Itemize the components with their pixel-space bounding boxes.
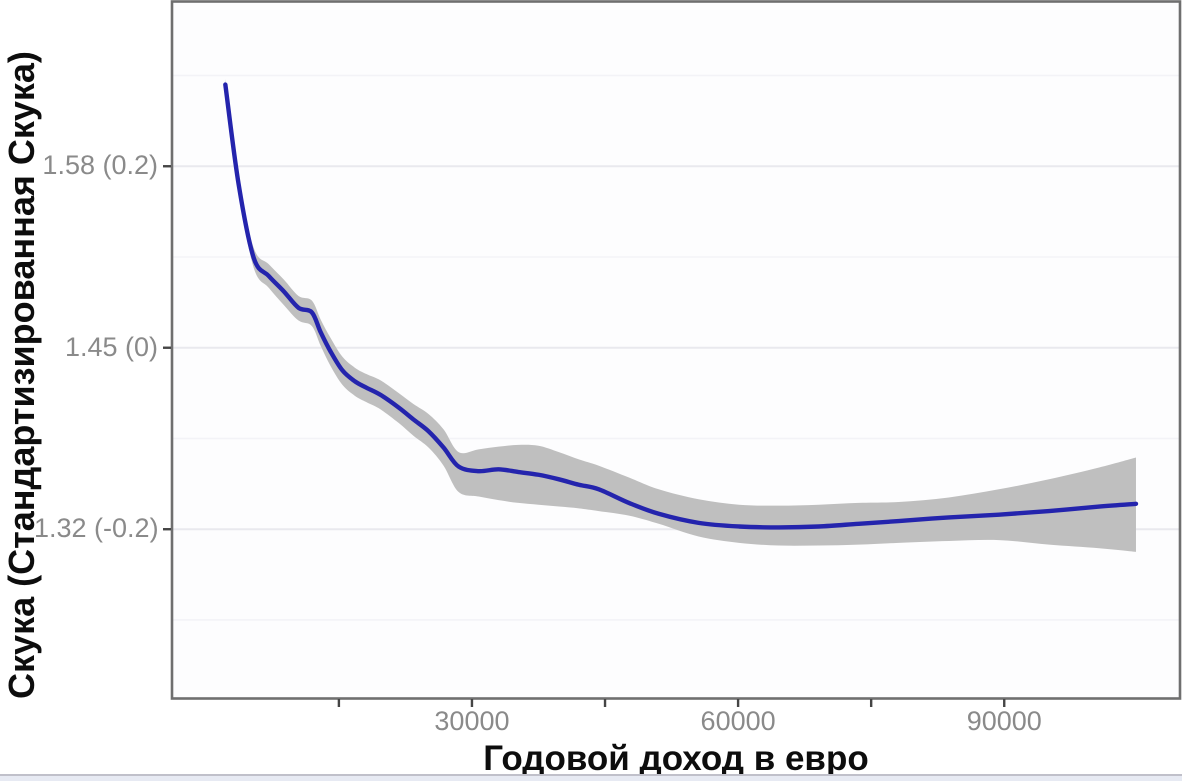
y-tick-label: 1.45 (0) bbox=[64, 331, 158, 362]
panel-border bbox=[170, 0, 1182, 700]
y-tick-label: 1.58 (0.2) bbox=[42, 150, 158, 181]
x-tick-label: 30000 bbox=[434, 706, 510, 736]
panel-background bbox=[173, 2, 1179, 698]
x-axis-title: Годовой доход в евро bbox=[483, 739, 869, 778]
x-tick-label: 60000 bbox=[700, 706, 776, 736]
x-tick-label: 90000 bbox=[966, 706, 1042, 736]
y-tick-label: 1.32 (-0.2) bbox=[34, 513, 159, 544]
confidence-ribbon bbox=[225, 79, 1136, 552]
bottom-ui-strip bbox=[0, 774, 1182, 781]
y-axis-title: Скука (Стандартизированная Скука) bbox=[1, 51, 42, 699]
smoothed-line bbox=[223, 82, 1139, 530]
